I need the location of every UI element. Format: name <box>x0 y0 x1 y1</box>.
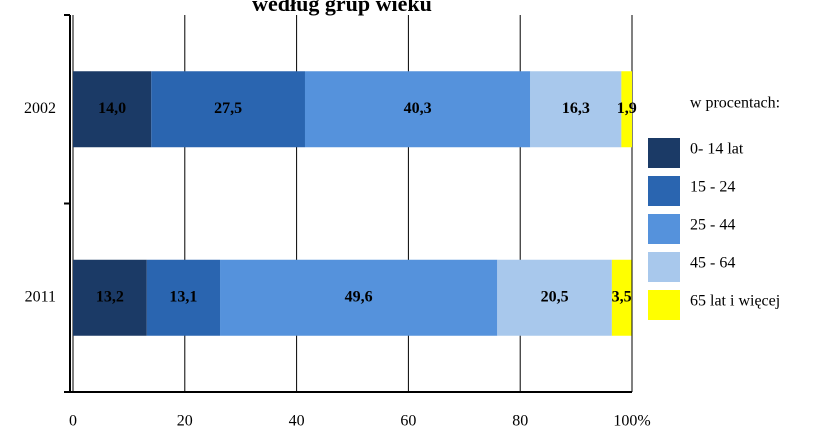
legend-label: 15 - 24 <box>690 179 735 196</box>
x-tick-label: 60 <box>400 413 416 430</box>
legend-swatch <box>648 138 680 168</box>
x-tick-label: 20 <box>177 413 193 430</box>
bar-segment <box>497 259 612 336</box>
legend-swatch <box>648 214 680 244</box>
data-label: 40,3 <box>404 100 432 117</box>
data-label: 27,5 <box>214 100 242 117</box>
bar-segment <box>621 71 632 148</box>
bar-segment <box>146 259 221 336</box>
y-tick-label: 2011 <box>25 288 56 305</box>
x-tick-label: 80 <box>512 413 528 430</box>
bar-segment <box>530 71 622 148</box>
legend-title: w procentach: <box>690 95 780 112</box>
bar-segment <box>220 259 498 336</box>
data-label: 13,2 <box>96 288 124 305</box>
legend-label: 25 - 44 <box>690 217 735 234</box>
legend-label: 65 lat i więcej <box>690 293 780 310</box>
legend-swatch <box>648 290 680 320</box>
y-tick-label: 2002 <box>24 100 56 117</box>
data-label: 3,5 <box>612 288 632 305</box>
bar-segment <box>151 71 305 148</box>
legend-swatch <box>648 176 680 206</box>
bar-segment <box>304 71 531 148</box>
data-label: 14,0 <box>98 100 126 117</box>
data-label: 20,5 <box>541 288 569 305</box>
bar-segment <box>611 259 632 336</box>
data-label: 49,6 <box>345 288 373 305</box>
data-label: 13,1 <box>169 288 197 305</box>
legend-label: 0- 14 lat <box>690 141 744 158</box>
bar-segment <box>73 259 147 336</box>
bar-segment <box>73 71 152 148</box>
legend-label: 45 - 64 <box>690 255 735 272</box>
x-tick-label: 0 <box>69 413 77 430</box>
chart-title: według grup wieku <box>252 0 432 16</box>
x-tick-label: 100% <box>613 413 650 430</box>
legend-swatch <box>648 252 680 282</box>
x-tick-label: 40 <box>289 413 305 430</box>
data-label: 1,9 <box>617 100 637 117</box>
data-label: 16,3 <box>562 100 590 117</box>
